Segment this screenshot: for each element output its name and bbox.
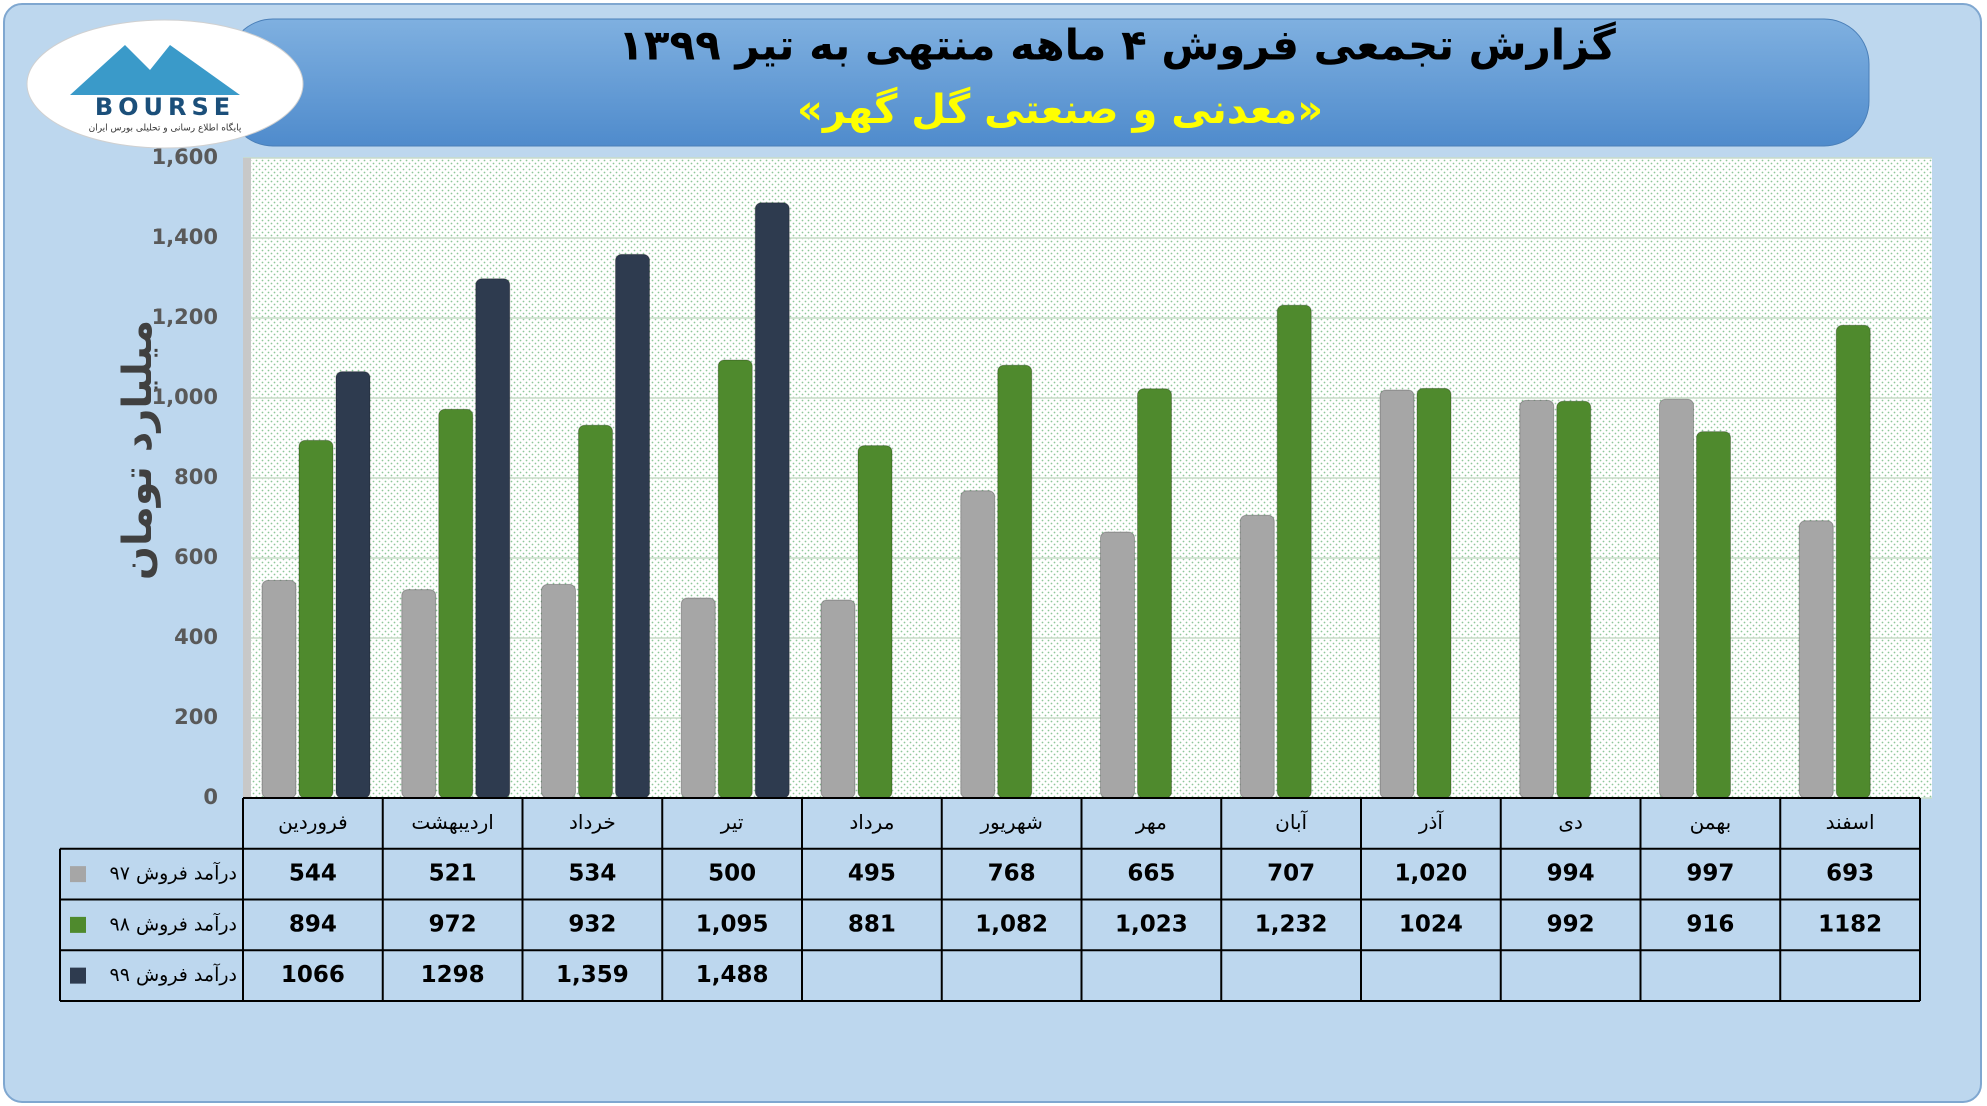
table-value: 521 bbox=[429, 861, 477, 887]
legend-swatch bbox=[70, 866, 86, 883]
y-axis-label: میلیارد تومان bbox=[115, 320, 161, 580]
legend-swatch bbox=[70, 967, 86, 984]
table-value: 992 bbox=[1547, 911, 1595, 937]
y-tick-label: 400 bbox=[174, 625, 218, 649]
table-value: 1,023 bbox=[1115, 911, 1188, 937]
x-tick-label: اردیبهشت bbox=[411, 810, 493, 834]
bar bbox=[1556, 400, 1592, 799]
logo-caption: پایگاه اطلاع رسانی و تحلیلی بورس ایران bbox=[89, 122, 242, 134]
table-value: 881 bbox=[848, 911, 896, 937]
x-tick-label: اسفند bbox=[1826, 810, 1875, 834]
bar bbox=[717, 359, 753, 799]
bar bbox=[261, 579, 297, 799]
bar bbox=[541, 583, 576, 799]
table-value: 972 bbox=[429, 911, 477, 937]
table-value: 1182 bbox=[1818, 911, 1882, 937]
x-tick-label: تیر bbox=[720, 810, 744, 834]
bar bbox=[1100, 531, 1135, 799]
bar bbox=[298, 439, 334, 799]
bar bbox=[475, 278, 511, 799]
table-value: 894 bbox=[289, 911, 337, 937]
y-tick-label: 600 bbox=[174, 545, 218, 569]
bar bbox=[1696, 431, 1731, 799]
table-value: 500 bbox=[708, 861, 756, 887]
bar bbox=[1835, 324, 1871, 799]
bar bbox=[615, 253, 650, 799]
bar bbox=[680, 597, 716, 799]
bar bbox=[1276, 304, 1312, 799]
table-value: 665 bbox=[1127, 861, 1175, 887]
bar bbox=[1519, 399, 1555, 799]
table-value: 1024 bbox=[1399, 911, 1463, 937]
legend-label: درآمد فروش ۹۷ bbox=[109, 861, 237, 885]
table-value: 707 bbox=[1267, 861, 1315, 887]
table-value: 495 bbox=[848, 861, 896, 887]
chart-subtitle: «معدنی و صنعتی گل گهر» bbox=[797, 86, 1323, 133]
x-tick-label: خرداد bbox=[569, 810, 616, 834]
bar bbox=[820, 599, 856, 799]
table-value: 1066 bbox=[281, 962, 345, 988]
x-tick-label: فروردین bbox=[278, 810, 348, 834]
bar bbox=[754, 202, 790, 799]
bar bbox=[1416, 387, 1452, 799]
y-tick-label: 1,600 bbox=[152, 145, 218, 169]
table-value: 1,488 bbox=[696, 962, 769, 988]
y-tick-label: 1,400 bbox=[152, 225, 218, 249]
table-value: 997 bbox=[1686, 861, 1734, 887]
legend-label: درآمد فروش ۹۹ bbox=[109, 962, 237, 986]
bar bbox=[1798, 520, 1834, 799]
y-tick-label: 200 bbox=[174, 705, 218, 729]
table-value: 693 bbox=[1826, 861, 1874, 887]
table-value: 1298 bbox=[421, 962, 485, 988]
logo-text: BOURSE bbox=[95, 93, 235, 121]
legend-swatch bbox=[70, 916, 86, 933]
bar bbox=[1239, 514, 1275, 799]
x-tick-label: دی bbox=[1558, 810, 1583, 834]
table-value: 1,082 bbox=[975, 911, 1048, 937]
y-tick-label: 1,000 bbox=[152, 385, 218, 409]
x-tick-label: مرداد bbox=[849, 810, 894, 834]
bar bbox=[960, 490, 996, 799]
x-tick-label: آبان bbox=[1275, 809, 1308, 834]
y-axis-wall bbox=[243, 158, 251, 798]
x-tick-label: مهر bbox=[1135, 810, 1167, 834]
bar bbox=[1137, 388, 1172, 799]
logo-mark bbox=[70, 45, 240, 95]
bar bbox=[1659, 398, 1694, 799]
bar bbox=[335, 371, 371, 799]
bar bbox=[438, 408, 474, 799]
table-value: 534 bbox=[568, 861, 616, 887]
x-tick-label: بهمن bbox=[1690, 810, 1732, 834]
table-value: 1,232 bbox=[1255, 911, 1328, 937]
table-value: 1,020 bbox=[1394, 861, 1467, 887]
table-value: 916 bbox=[1686, 911, 1734, 937]
table-value: 994 bbox=[1547, 861, 1595, 887]
y-tick-label: 0 bbox=[203, 785, 218, 809]
bar bbox=[857, 445, 893, 799]
chart-title: گزارش تجمعی فروش ۴ ماهه منتهی به تیر ۱۳۹… bbox=[618, 21, 1616, 71]
legend-label: درآمد فروش ۹۸ bbox=[109, 911, 237, 935]
bar bbox=[401, 589, 437, 799]
bar bbox=[578, 424, 613, 799]
table-value: 932 bbox=[568, 911, 616, 937]
bar bbox=[997, 364, 1033, 799]
x-tick-label: شهریور bbox=[979, 810, 1043, 834]
bar bbox=[1379, 389, 1415, 799]
y-tick-label: 1,200 bbox=[152, 305, 218, 329]
table-value: 1,095 bbox=[696, 911, 769, 937]
table-value: 768 bbox=[988, 861, 1036, 887]
x-tick-label: آذر bbox=[1418, 809, 1445, 834]
table-value: 544 bbox=[289, 861, 337, 887]
table-value: 1,359 bbox=[556, 962, 629, 988]
y-tick-label: 800 bbox=[174, 465, 218, 489]
